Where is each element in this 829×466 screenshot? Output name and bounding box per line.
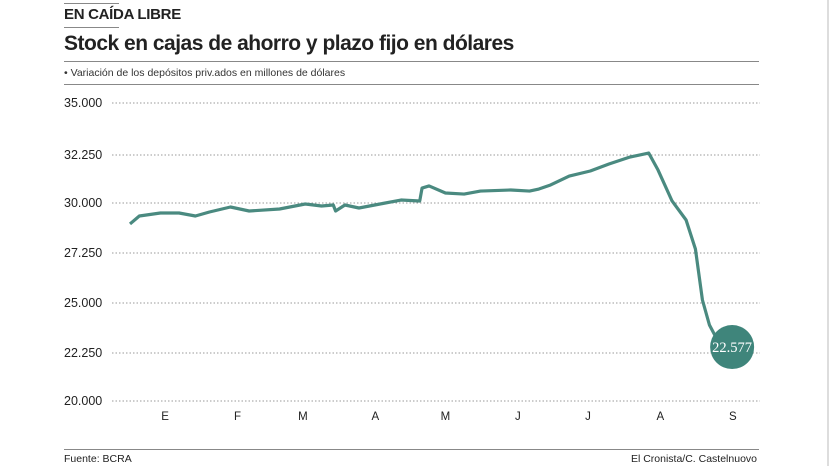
x-tick-label: M	[441, 411, 451, 423]
y-tick-label: 30.000	[64, 196, 102, 210]
y-tick-label: 27.250	[64, 246, 102, 260]
credit-note: El Cronista/C. Castelnuovo	[630, 453, 757, 465]
x-tick-label: J	[585, 411, 591, 423]
source-note: Fuente: BCRA	[64, 453, 132, 465]
end-value-marker	[710, 325, 755, 370]
footer-rule	[64, 449, 759, 450]
title-rule	[64, 61, 759, 62]
y-tick-label: 35.000	[64, 96, 102, 110]
y-tick-label: 25.000	[64, 296, 102, 310]
y-tick-label: 20.000	[64, 394, 102, 408]
x-tick-label: F	[234, 411, 241, 423]
x-tick-label: S	[729, 411, 737, 423]
y-tick-label: 32.250	[64, 148, 102, 162]
chart-subtitle: • Variación de los depósitos priv.ados e…	[64, 67, 346, 79]
x-tick-label: M	[298, 411, 308, 423]
subtitle-rule	[64, 84, 759, 85]
top-rule	[64, 3, 119, 4]
chart-title: Stock en cajas de ahorro y plazo fijo en…	[64, 32, 514, 55]
x-tick-label: A	[371, 411, 379, 423]
frame-border	[827, 0, 829, 466]
y-tick-label: 22.250	[64, 346, 102, 360]
x-tick-label: E	[161, 411, 169, 423]
kicker-rule	[64, 27, 119, 28]
end-value-label: 22.577	[712, 340, 752, 356]
kicker: EN CAÍDA LIBRE	[64, 6, 181, 23]
x-tick-label: J	[515, 411, 521, 423]
x-tick-label: A	[657, 411, 665, 423]
series-line	[128, 151, 723, 348]
